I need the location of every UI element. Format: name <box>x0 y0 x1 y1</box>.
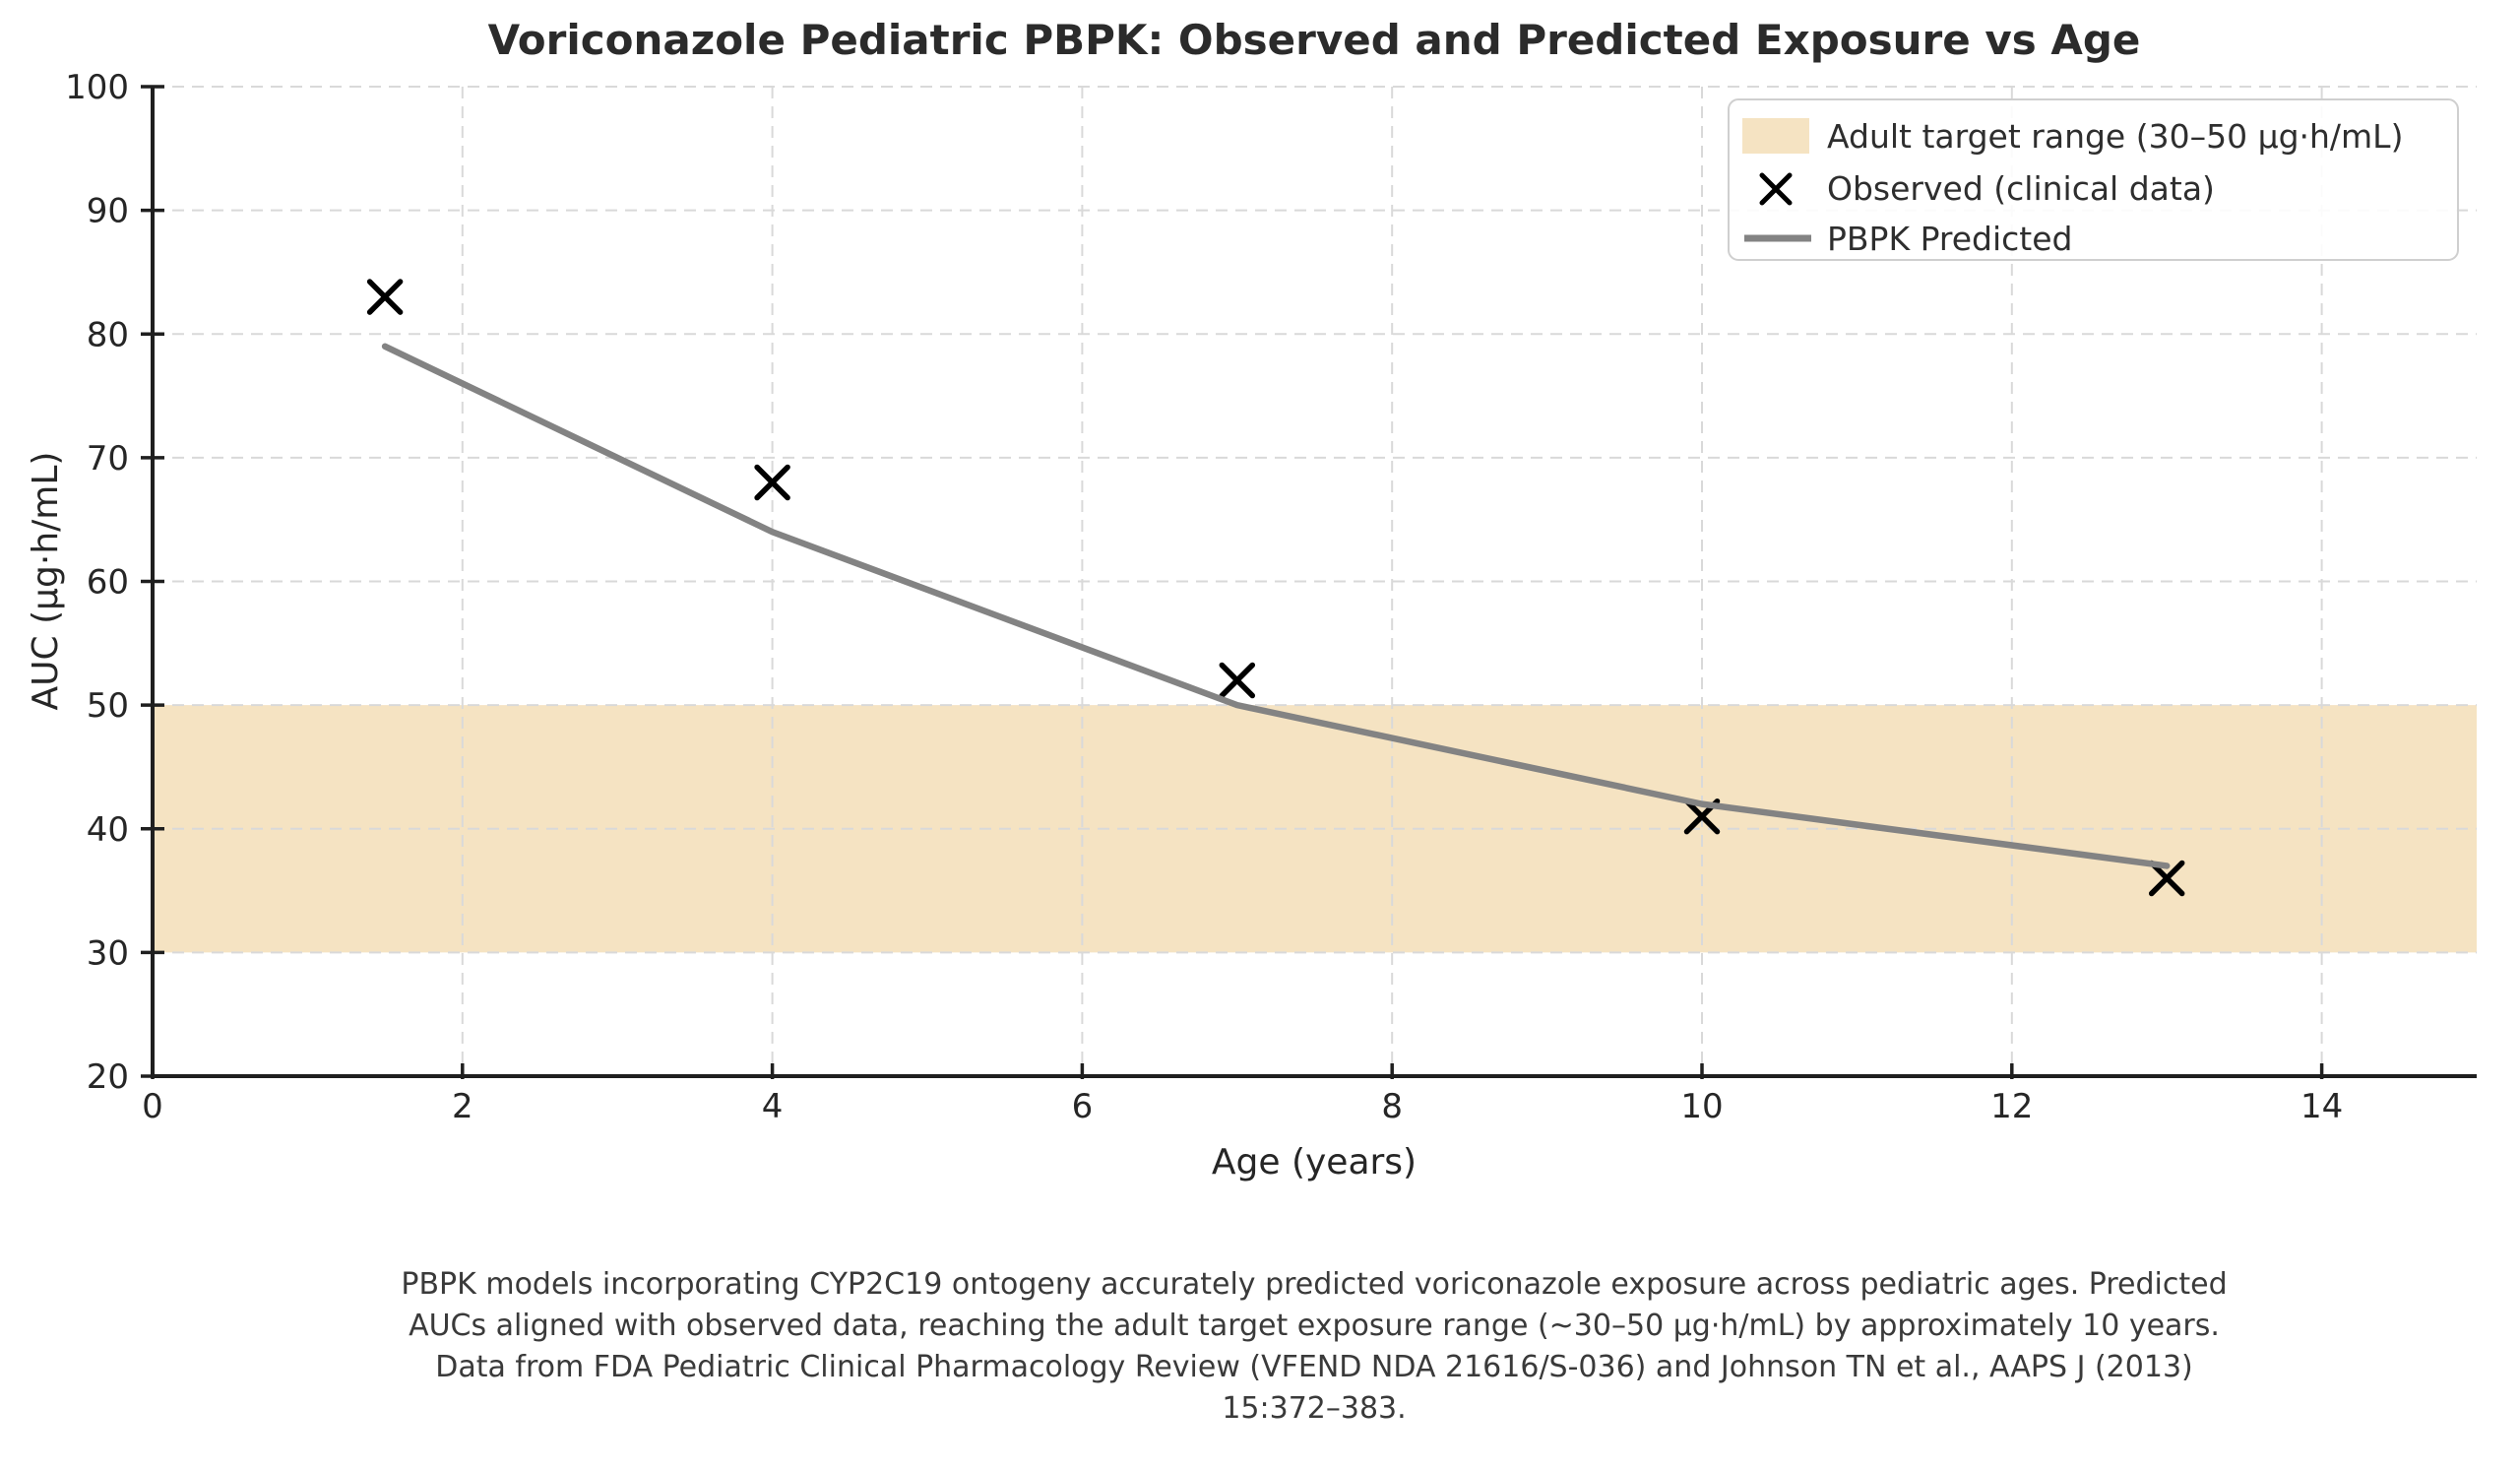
chart-title: Voriconazole Pediatric PBPK: Observed an… <box>488 16 2141 64</box>
caption-line: PBPK models incorporating CYP2C19 ontoge… <box>401 1267 2227 1302</box>
caption-line: 15:372–383. <box>1222 1391 1406 1426</box>
legend-item-predicted-label: PBPK Predicted <box>1827 220 2072 258</box>
y-axis-tick-label: 30 <box>87 933 129 973</box>
y-axis-tick-label: 100 <box>65 68 129 107</box>
caption-line: AUCs aligned with observed data, reachin… <box>409 1309 2220 1343</box>
legend: Adult target range (30–50 µg·h/mL) Obser… <box>1728 98 2459 261</box>
y-axis-tick-label: 40 <box>87 810 129 850</box>
x-axis-label: Age (years) <box>1212 1142 1417 1182</box>
x-axis-tick-label: 10 <box>1680 1087 1723 1126</box>
axes-layer: 0 2 4 6 8 10 12 14 20 30 40 50 60 70 80 90 100 <box>65 68 2477 1126</box>
observed-marker <box>2148 860 2185 897</box>
y-axis-tick-label: 80 <box>87 315 129 354</box>
y-axis-label: AUC (µg·h/mL) <box>26 452 66 711</box>
target-band-swatch-icon <box>1742 118 1809 154</box>
caption: PBPK models incorporating CYP2C19 ontoge… <box>401 1267 2227 1426</box>
grid-layer <box>153 86 2477 1076</box>
y-axis-tick-label: 90 <box>87 192 129 231</box>
legend-box <box>1728 98 2459 261</box>
x-axis-tick-label: 0 <box>142 1087 163 1126</box>
observed-marker <box>754 464 790 501</box>
y-axis-tick-label: 50 <box>87 686 129 726</box>
legend-item-band-label: Adult target range (30–50 µg·h/mL) <box>1827 117 2403 156</box>
observed-marker <box>366 279 404 315</box>
legend-item-observed-label: Observed (clinical data) <box>1827 169 2215 208</box>
x-axis-tick-label: 2 <box>452 1087 473 1126</box>
series-layer <box>366 279 2185 897</box>
x-axis-tick-label: 8 <box>1381 1087 1403 1126</box>
x-marker-icon <box>1759 172 1793 206</box>
y-axis-tick-label: 60 <box>87 563 129 603</box>
x-axis-tick-label: 12 <box>1990 1087 2033 1126</box>
x-axis-tick-label: 14 <box>2300 1087 2343 1126</box>
y-axis-tick-label: 70 <box>87 439 129 479</box>
y-axis-tick-label: 20 <box>87 1057 129 1097</box>
caption-line: Data from FDA Pediatric Clinical Pharmac… <box>435 1350 2192 1384</box>
x-axis-tick-label: 6 <box>1072 1087 1094 1126</box>
observed-marker <box>1219 662 1256 699</box>
pbpk-predicted-line <box>381 343 2171 869</box>
x-axis-tick-label: 4 <box>762 1087 784 1126</box>
